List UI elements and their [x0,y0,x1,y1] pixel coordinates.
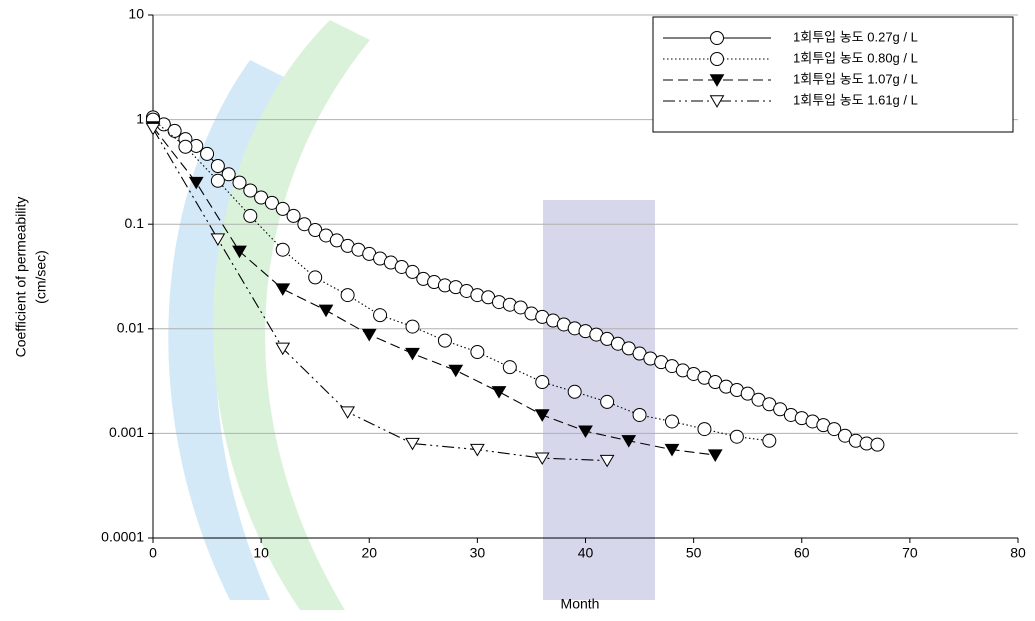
marker [578,425,593,439]
marker [697,422,712,437]
marker [729,429,744,444]
watermark [168,20,655,610]
y-tick-label: 1 [136,110,144,126]
marker [405,437,420,451]
marker [621,435,637,448]
legend: 1회투입 농도 0.27g / L 1회투입 농도 0.80g / L 1회투입 농… [652,16,1014,133]
marker [710,52,724,66]
x-tick-label: 10 [253,545,269,561]
y-tick-label: 0.01 [117,320,144,336]
marker [437,333,452,348]
marker [470,345,485,360]
x-tick-label: 50 [686,545,702,561]
marker [243,208,258,223]
marker [599,454,615,468]
marker [145,122,161,136]
x-axis-label: Month [561,596,600,612]
x-tick-label: 40 [578,545,594,561]
marker [773,402,788,417]
marker [534,409,550,422]
marker [275,242,290,257]
x-tick-label: 60 [794,545,810,561]
marker [665,414,679,429]
marker [405,347,420,361]
marker [513,300,528,315]
marker [210,233,226,246]
marker [275,342,291,356]
y-tick-label: 0.0001 [101,529,144,545]
marker [308,270,323,285]
y-tick-label: 0.1 [125,215,145,231]
marker [709,95,725,108]
marker [340,406,355,419]
marker [221,167,236,182]
marker [827,422,842,437]
marker [405,264,420,279]
x-tick-label: 30 [470,545,486,561]
x-tick-label: 0 [149,545,157,561]
marker [373,308,388,323]
x-tick-label: 80 [1010,545,1026,561]
marker [762,433,777,448]
marker [200,146,215,161]
marker [275,283,291,296]
legend-label: 1회투입 농도 1.61g / L [793,92,918,107]
marker [502,360,517,375]
marker [470,443,485,457]
series-line [152,119,770,442]
legend-label: 1회투입 농도 0.27g / L [793,29,918,44]
marker [707,449,723,462]
marker [318,304,334,318]
x-tick-label: 20 [361,545,377,561]
marker [709,74,725,87]
marker [664,443,680,457]
marker [361,328,377,342]
marker [740,386,755,401]
y-tick-label: 0.001 [109,424,144,440]
x-tick-label: 70 [902,545,918,561]
marker [567,384,582,399]
marker [491,386,507,399]
legend-label: 1회투입 농도 1.07g / L [793,71,918,86]
y-tick-label: 10 [128,6,144,22]
marker [188,176,204,190]
marker [297,217,312,232]
marker [448,364,464,378]
legend-label: 1회투입 농도 0.80g / L [793,50,918,65]
marker [210,159,225,174]
marker [535,375,550,390]
marker [286,208,301,223]
marker [632,407,647,422]
marker [243,183,258,198]
marker [275,201,290,216]
y-axis-label: Coefficient of permeability [13,197,29,358]
series-line [152,128,608,462]
marker [710,31,724,45]
series-line [152,126,716,456]
marker [232,175,247,190]
marker [178,139,193,154]
marker [600,394,615,409]
marker [870,437,885,452]
y-axis-label: (cm/sec) [33,250,49,304]
marker [340,288,355,303]
marker [167,123,182,138]
marker [534,452,550,465]
marker [405,319,420,334]
marker [210,173,225,188]
marker [232,245,247,259]
marker [264,195,279,210]
